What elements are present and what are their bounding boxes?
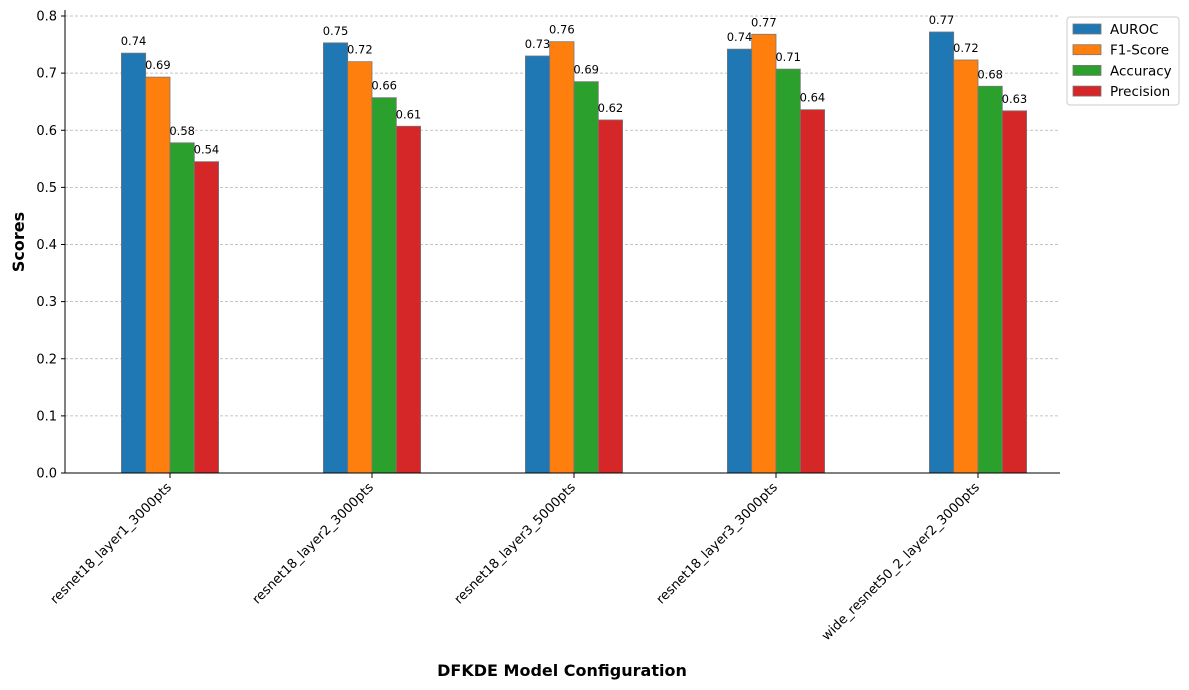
bar-precision xyxy=(193,161,220,474)
bar-precision xyxy=(395,125,421,474)
x-tick-label: wide_resnet50_2_layer2_3000pts xyxy=(819,480,983,644)
data-label: 0.77 xyxy=(929,13,955,27)
bar-auroc xyxy=(322,42,349,474)
data-label: 0.77 xyxy=(751,15,777,29)
legend-label: AUROC xyxy=(1110,22,1159,38)
data-label: 0.76 xyxy=(549,23,575,37)
data-label: 0.72 xyxy=(953,41,979,55)
data-label: 0.73 xyxy=(525,37,551,51)
y-axis-title: Scores xyxy=(9,212,28,272)
y-tick-label: 0.1 xyxy=(36,409,57,424)
legend-swatch xyxy=(1072,85,1102,97)
bar-precision xyxy=(1001,110,1027,474)
data-label: 0.68 xyxy=(977,67,1003,81)
y-tick-label: 0.4 xyxy=(36,238,57,253)
x-tick-label: resnet18_layer3_5000pts xyxy=(452,480,579,607)
bar-accuracy xyxy=(169,142,195,474)
legend-swatch xyxy=(1072,65,1102,76)
bar-auroc xyxy=(121,52,147,474)
x-tick-label: resnet18_layer3_3000pts xyxy=(654,480,781,607)
y-tick-label: 0.2 xyxy=(36,352,57,367)
bar-f1-score xyxy=(549,41,575,474)
bar-auroc xyxy=(525,55,551,474)
legend-swatch xyxy=(1072,44,1102,56)
y-tick-label: 0.8 xyxy=(36,10,57,25)
y-tick-label: 0.7 xyxy=(36,67,57,82)
legend-label: F1-Score xyxy=(1110,43,1169,59)
legend-box xyxy=(1066,16,1180,106)
bar-auroc xyxy=(929,31,955,474)
data-label: 0.75 xyxy=(323,24,349,38)
data-label: 0.61 xyxy=(396,107,422,121)
data-label: 0.54 xyxy=(194,143,220,157)
bar-f1-score xyxy=(347,61,373,474)
y-tick-label: 0.3 xyxy=(36,295,57,310)
y-tick-label: 0.5 xyxy=(36,181,57,196)
bar-f1-score xyxy=(145,76,171,474)
bar-f1-score xyxy=(953,59,979,474)
x-tick-label: resnet18_layer2_3000pts xyxy=(250,480,377,607)
data-label: 0.66 xyxy=(371,79,397,93)
x-tick-label: resnet18_layer1_3000pts xyxy=(48,480,175,607)
data-label: 0.74 xyxy=(121,34,147,48)
y-tick-label: 0.0 xyxy=(36,467,57,482)
data-labels: 0.74 0.69 0.58 0.54 0.75 0.72 0.66 0.61 0.730.76… xyxy=(121,13,1028,157)
legend-label: Accuracy xyxy=(1110,63,1172,79)
legend-label: Precision xyxy=(1110,84,1170,100)
data-label: 0.63 xyxy=(1002,92,1028,106)
data-label: 0.69 xyxy=(145,58,171,72)
bar-accuracy xyxy=(977,85,1003,474)
data-label: 0.58 xyxy=(169,124,195,138)
x-axis-title: DFKDE Model Configuration xyxy=(437,661,687,680)
data-label: 0.71 xyxy=(775,50,801,64)
bar-precision xyxy=(799,109,825,474)
legend-swatch xyxy=(1072,23,1102,35)
bar-accuracy xyxy=(371,97,397,474)
data-label: 0.69 xyxy=(573,63,599,77)
data-label: 0.62 xyxy=(598,101,624,115)
bar-accuracy xyxy=(573,81,599,474)
bar-precision xyxy=(597,119,623,474)
bar-auroc xyxy=(727,48,753,474)
bar-f1-score xyxy=(751,33,777,474)
bars xyxy=(121,31,1027,474)
legend: AUROC F1-Score Accuracy Precision xyxy=(1066,16,1180,106)
data-label: 0.72 xyxy=(347,43,373,57)
bar-accuracy xyxy=(775,68,801,474)
y-tick-label: 0.6 xyxy=(36,124,57,139)
data-label: 0.64 xyxy=(800,91,826,105)
data-label: 0.74 xyxy=(727,30,753,44)
